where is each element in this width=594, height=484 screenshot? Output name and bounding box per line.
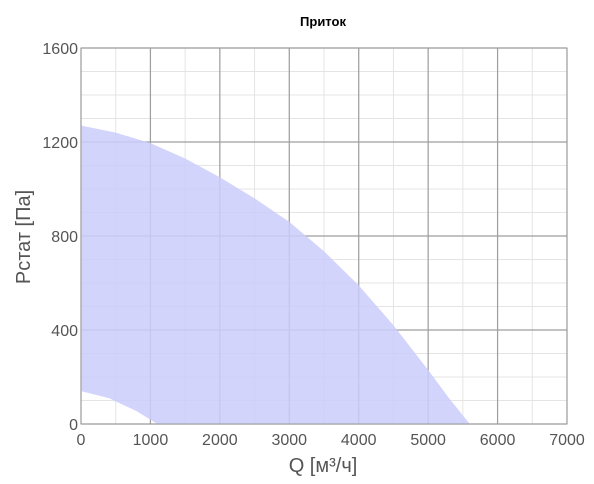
y-tick-label: 1600 xyxy=(42,41,78,58)
plot-frame xyxy=(80,47,568,425)
chart-title: Приток xyxy=(300,14,346,29)
operating-area xyxy=(81,125,470,425)
x-axis-label: Q [м³/ч] xyxy=(289,455,358,477)
y-tick-label: 0 xyxy=(69,417,78,434)
x-tick-label: 0 xyxy=(77,432,86,449)
y-tick-label: 1200 xyxy=(42,135,78,152)
y-axis-label: Pстат [Па] xyxy=(13,190,35,284)
x-tick-label: 2000 xyxy=(202,432,238,449)
x-axis-ticks: 0 1000 2000 3000 4000 5000 6000 7000 xyxy=(77,432,585,449)
x-tick-label: 7000 xyxy=(549,432,585,449)
y-tick-label: 400 xyxy=(51,323,78,340)
x-tick-label: 4000 xyxy=(341,432,377,449)
x-tick-label: 5000 xyxy=(410,432,446,449)
y-tick-label: 800 xyxy=(51,229,78,246)
x-tick-label: 1000 xyxy=(133,432,169,449)
y-axis-ticks: 0 400 800 1200 1600 xyxy=(42,41,78,434)
x-tick-label: 6000 xyxy=(480,432,516,449)
x-tick-label: 3000 xyxy=(271,432,307,449)
